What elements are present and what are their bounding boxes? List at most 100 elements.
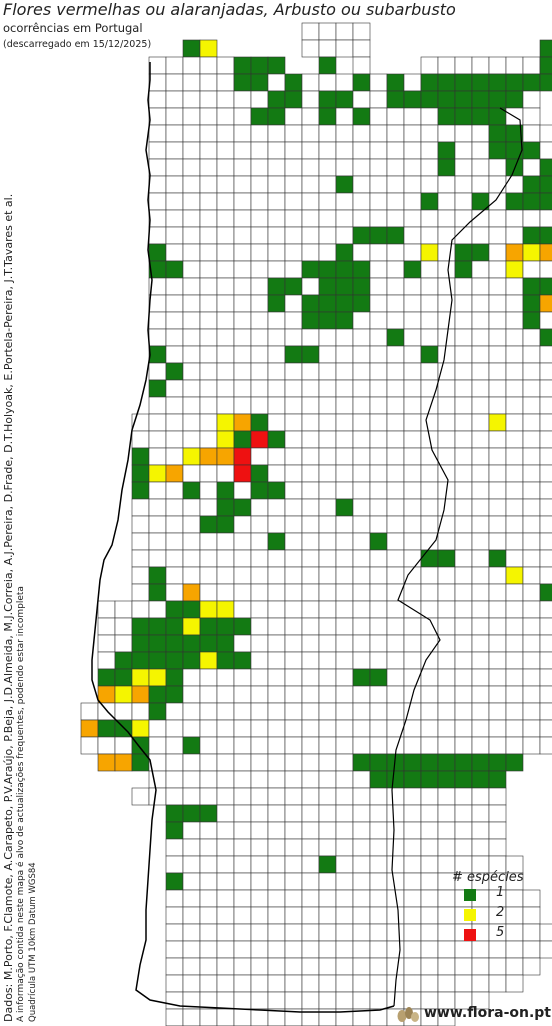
grid-cell-empty (216, 719, 235, 738)
grid-cell-empty (182, 90, 201, 109)
grid-cell-empty (165, 90, 184, 109)
grid-cell-empty (420, 923, 439, 942)
grid-cell-empty (199, 974, 218, 993)
grid-cell-empty (301, 90, 320, 109)
grid-cell-empty (199, 736, 218, 755)
grid-cell-empty (250, 209, 269, 228)
grid-cell-empty (437, 209, 456, 228)
grid-cell-empty (284, 685, 303, 704)
grid-cell-empty (471, 634, 490, 653)
grid-cell-empty (165, 974, 184, 993)
grid-cell-empty (199, 209, 218, 228)
grid-cell-empty (420, 294, 439, 313)
grid-cell-species-1 (165, 617, 184, 636)
grid-cell-empty (454, 345, 473, 364)
grid-cell-empty (403, 362, 422, 381)
grid-cell-empty (216, 107, 235, 126)
grid-cell-species-1 (182, 634, 201, 653)
grid-cell-empty (267, 583, 286, 602)
grid-cell-empty (267, 243, 286, 262)
grid-cell-empty (420, 668, 439, 687)
grid-cell-species-1 (182, 651, 201, 670)
grid-cell-empty (369, 957, 388, 976)
grid-cell-empty (471, 124, 490, 143)
grid-cell-species-1 (352, 277, 371, 296)
grid-cell-empty (403, 345, 422, 364)
grid-cell-species-2 (148, 464, 167, 483)
grid-cell-empty (420, 634, 439, 653)
grid-cell-empty (318, 838, 337, 857)
grid-cell-empty (301, 73, 320, 92)
grid-cell-species-1 (454, 243, 473, 262)
grid-cell-empty (250, 617, 269, 636)
grid-cell-empty (148, 549, 167, 568)
grid-cell-empty (539, 923, 552, 942)
grid-cell-empty (233, 124, 252, 143)
grid-cell-empty (369, 243, 388, 262)
grid-cell-species-1 (131, 617, 150, 636)
grid-cell-empty (369, 685, 388, 704)
grid-cell-empty (437, 379, 456, 398)
grid-cell-empty (301, 532, 320, 551)
grid-cell-empty (505, 668, 524, 687)
grid-cell-empty (437, 838, 456, 857)
grid-cell-species-1 (488, 549, 507, 568)
grid-cell-empty (420, 889, 439, 908)
grid-cell-empty (539, 719, 552, 738)
grid-cell-empty (284, 243, 303, 262)
grid-cell-empty (505, 736, 524, 755)
grid-cell-empty (182, 141, 201, 160)
grid-cell-empty (488, 974, 507, 993)
grid-cell-empty (471, 328, 490, 347)
grid-cell-empty (420, 175, 439, 194)
grid-cell-empty (233, 243, 252, 262)
grid-cell-empty (199, 770, 218, 789)
grid-cell-empty (97, 736, 116, 755)
grid-cell-empty (216, 192, 235, 211)
grid-cell-empty (454, 481, 473, 500)
grid-cell-empty (250, 940, 269, 959)
grid-cell-empty (182, 498, 201, 517)
grid-cell-empty (182, 668, 201, 687)
brand[interactable]: www.flora-on.pt (396, 1004, 552, 1024)
grid-cell-empty (488, 447, 507, 466)
grid-cell-empty (267, 464, 286, 483)
grid-cell-empty (267, 396, 286, 415)
grid-cell-empty (267, 226, 286, 245)
grid-cell-empty (352, 362, 371, 381)
grid-cell-empty (386, 141, 405, 160)
grid-cell-species-1 (488, 73, 507, 92)
grid-cell-species-1 (216, 651, 235, 670)
grid-cell-empty (352, 957, 371, 976)
grid-cell-empty (522, 498, 541, 517)
grid-cell-empty (335, 226, 354, 245)
grid-cell-species-1 (199, 804, 218, 823)
grid-cell-empty (488, 396, 507, 415)
grid-cell-empty (437, 1008, 456, 1026)
grid-cell-empty (335, 328, 354, 347)
grid-cell-empty (301, 362, 320, 381)
grid-cell-empty (318, 430, 337, 449)
grid-cell-empty (403, 464, 422, 483)
grid-cell-empty (165, 141, 184, 160)
grid-cell-empty (318, 498, 337, 517)
grid-cell-empty (182, 889, 201, 908)
grid-cell-empty (182, 464, 201, 483)
grid-cell-species-2 (505, 260, 524, 279)
grid-cell-empty (386, 651, 405, 670)
grid-cell-empty (335, 583, 354, 602)
grid-cell-species-5 (233, 464, 252, 483)
grid-cell-empty (335, 362, 354, 381)
grid-cell-empty (318, 549, 337, 568)
grid-cell-species-1 (369, 668, 388, 687)
grid-cell-species-3 (97, 685, 116, 704)
coastline (91, 62, 395, 1013)
grid-cell-species-3 (182, 583, 201, 602)
grid-cell-empty (267, 260, 286, 279)
grid-cell-species-1 (437, 141, 456, 160)
site-url[interactable]: www.flora-on.pt (424, 1005, 551, 1021)
grid-cell-empty (369, 260, 388, 279)
grid-cell-empty (148, 90, 167, 109)
grid-cell-empty (199, 872, 218, 891)
